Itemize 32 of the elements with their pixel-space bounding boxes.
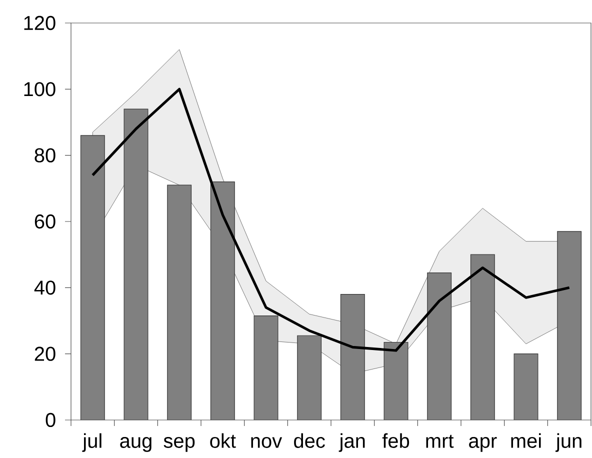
x-tick-label: jan <box>338 433 365 452</box>
bar <box>297 336 322 420</box>
y-tick-label: 80 <box>34 148 56 163</box>
x-tick-label: mei <box>511 433 541 448</box>
y-tick-label: 40 <box>34 280 56 295</box>
bar <box>124 108 148 420</box>
x-tick-label: apr <box>469 437 497 452</box>
bar <box>210 182 235 420</box>
line-series <box>91 88 571 352</box>
x-tick-label: sep <box>164 437 195 452</box>
bar <box>340 294 365 420</box>
y-tick-label: 60 <box>34 214 56 229</box>
bar <box>254 316 278 420</box>
bar <box>384 342 408 420</box>
bar <box>80 135 105 420</box>
x-tick-label: nov <box>251 437 282 448</box>
bar <box>557 231 582 420</box>
x-tick-label: aug <box>120 437 152 452</box>
x-tick-label: dec <box>294 433 325 448</box>
x-tick-label: mrt <box>426 435 454 448</box>
y-tick-label: 100 <box>24 82 56 96</box>
bar <box>167 185 192 420</box>
x-tick-label: jun <box>556 433 582 452</box>
bar <box>470 254 495 420</box>
y-tick-label: 0 <box>46 413 56 428</box>
bar <box>427 272 452 420</box>
y-tick-label: 120 <box>24 16 56 30</box>
x-tick-label: okt <box>210 433 236 448</box>
y-tick-label: 20 <box>34 346 56 362</box>
x-tick-label: feb <box>382 433 410 448</box>
bar <box>514 354 538 420</box>
x-tick-label: jul <box>82 433 102 452</box>
